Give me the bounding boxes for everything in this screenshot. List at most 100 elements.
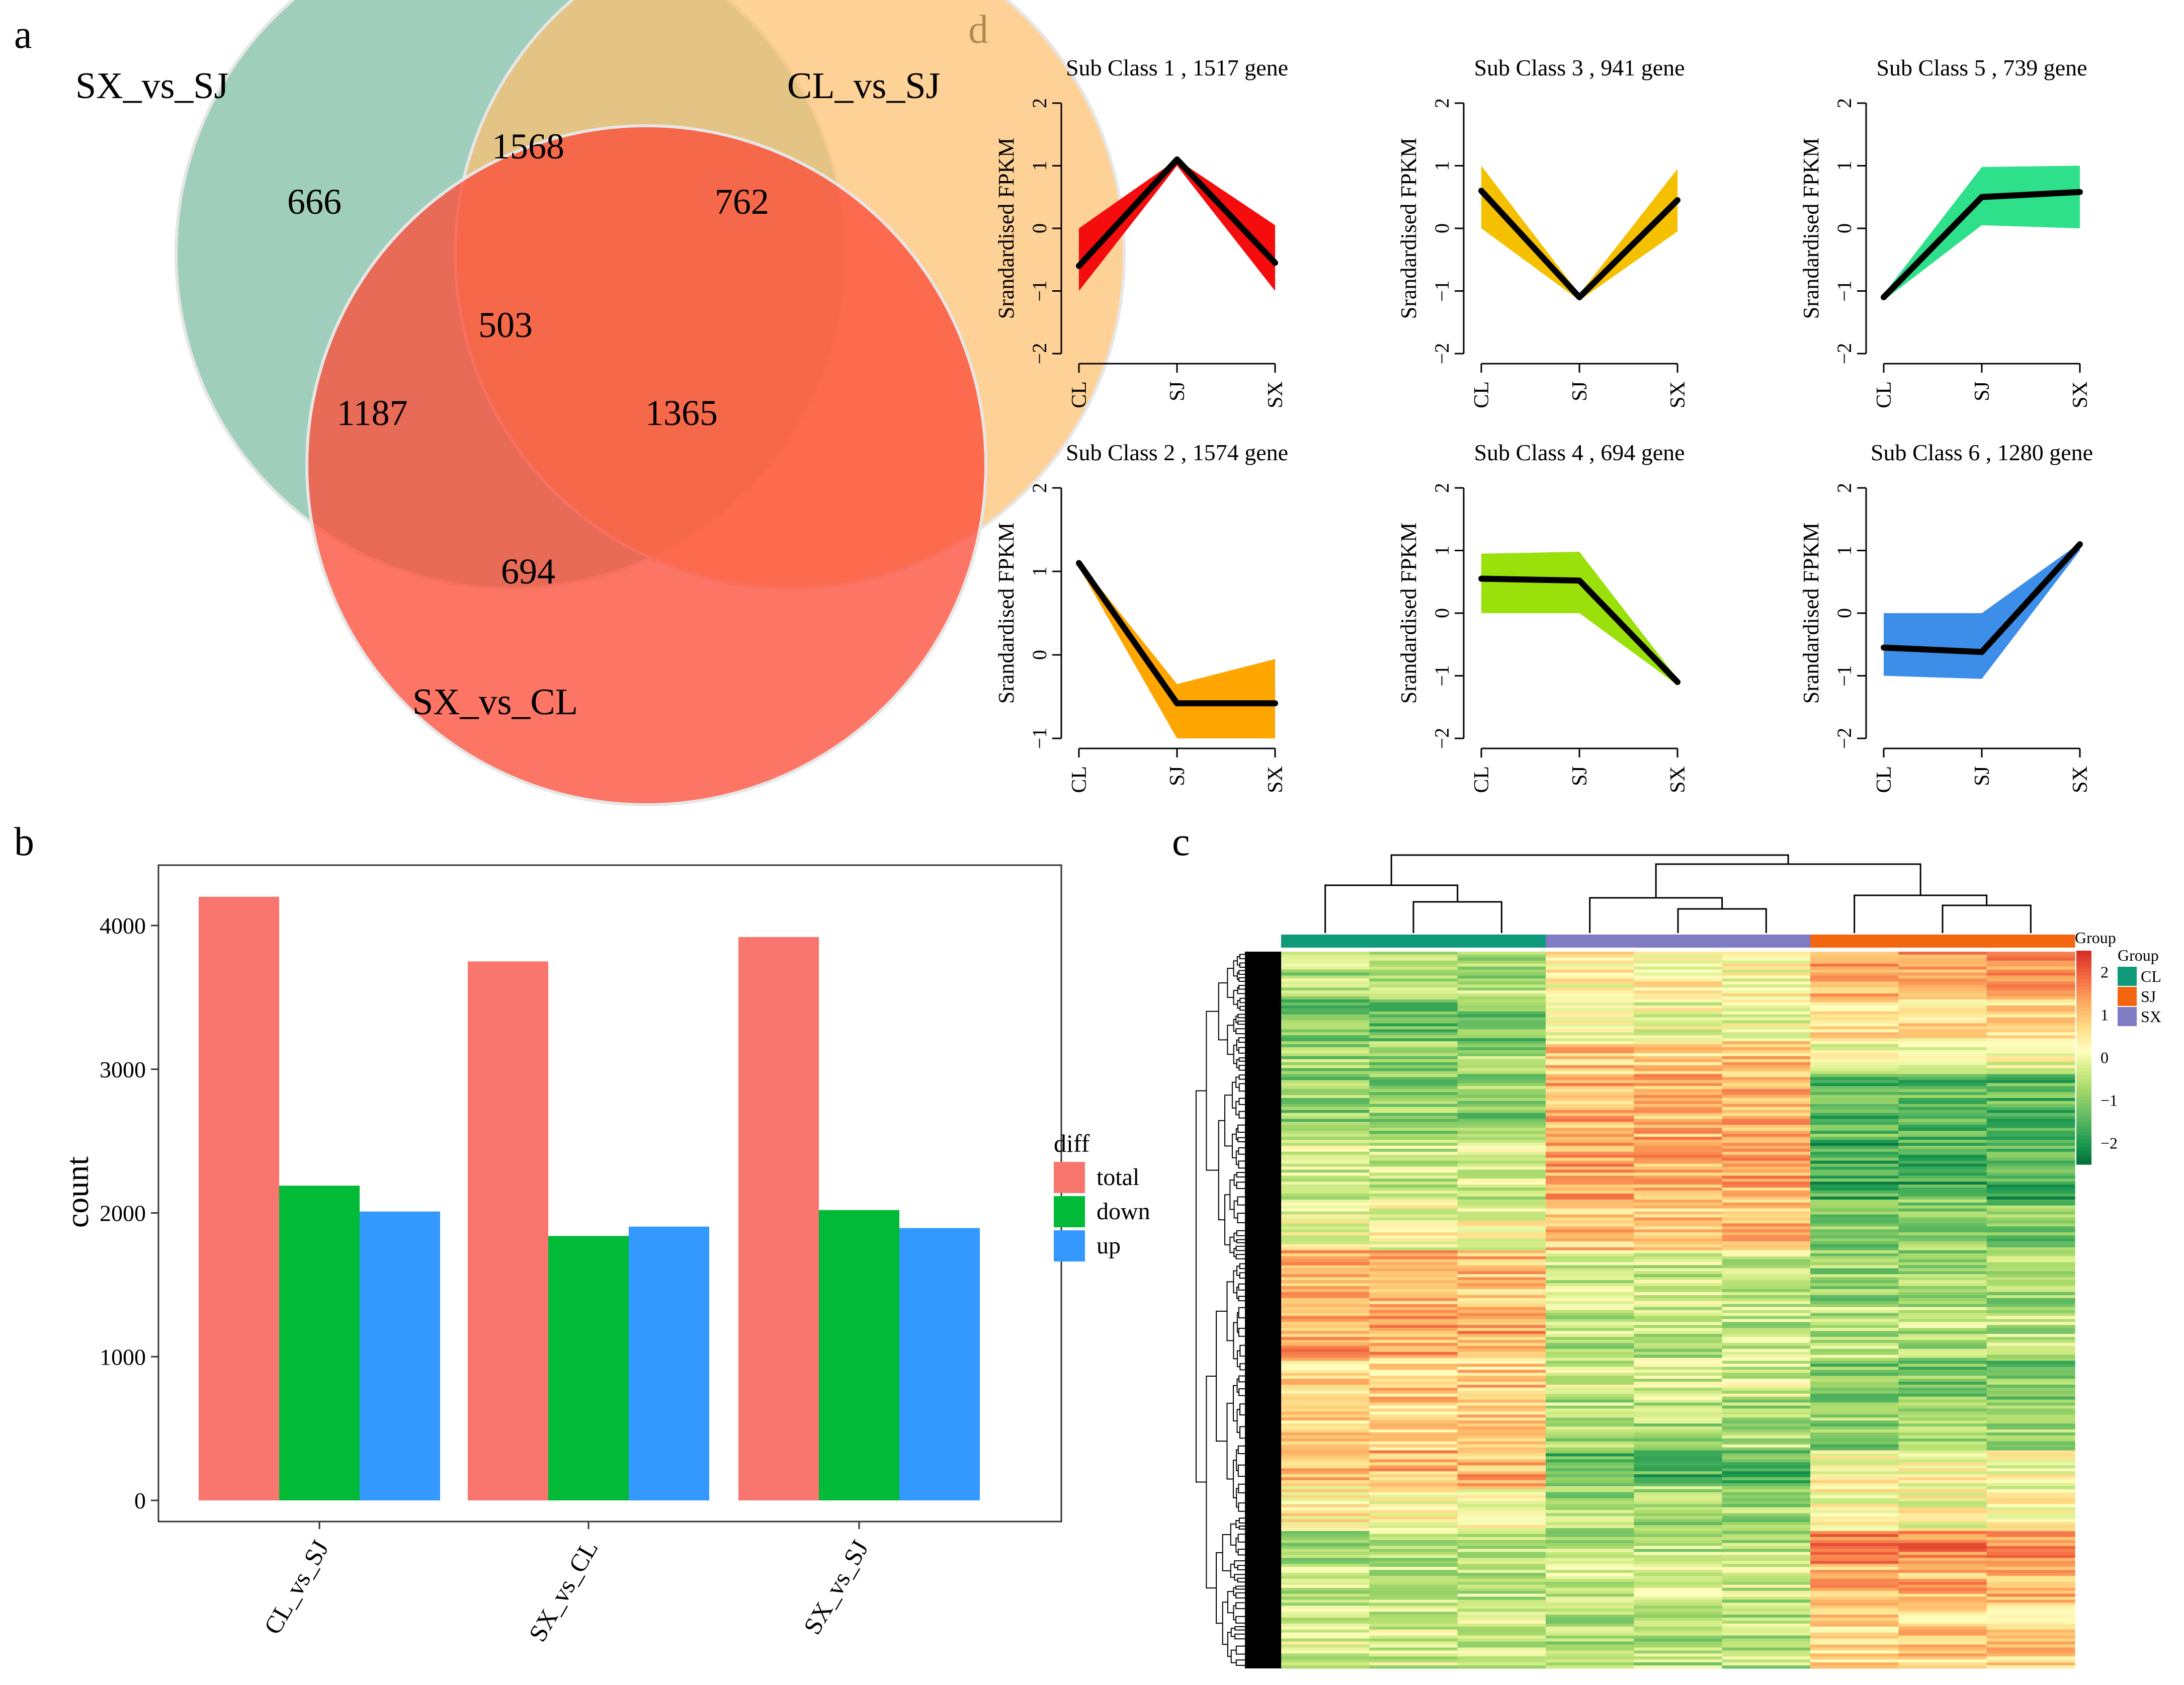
heatmap-cell [1457, 1596, 1546, 1600]
heatmap-cell [1722, 1334, 1811, 1337]
heatmap-cell [1281, 1110, 1370, 1114]
heatmap-cell [1986, 1546, 2075, 1550]
heatmap-cell [1898, 981, 1987, 985]
heatmap-cell [1546, 1393, 1634, 1397]
heatmap-cell [1457, 1083, 1546, 1086]
color-scale-step [2076, 1160, 2091, 1165]
heatmap-cell [1810, 1316, 1899, 1319]
heatmap-cell [1810, 1116, 1899, 1120]
heatmap-cell [1986, 1193, 2075, 1197]
heatmap-cell [1722, 1053, 1811, 1057]
heatmap-cell [1898, 1414, 1987, 1418]
heatmap-cell [1546, 1432, 1634, 1436]
heatmap-cell [1898, 1175, 1987, 1179]
heatmap-cell [1722, 1151, 1811, 1155]
color-scale-step [2076, 1032, 2091, 1037]
heatmap-cell [1634, 1364, 1723, 1367]
heatmap-cell [1369, 1408, 1458, 1412]
heatmap-cell [1810, 1441, 1899, 1445]
heatmap-cell [1986, 1023, 2075, 1027]
heatmap-cell [1546, 1438, 1634, 1442]
heatmap-cell [1546, 1229, 1634, 1233]
heatmap-cell [1810, 1038, 1899, 1042]
heatmap-cell [1546, 1083, 1634, 1086]
line-subplot-y-tick-label: −1 [1431, 280, 1453, 302]
heatmap-cell [1457, 1250, 1546, 1254]
heatmap-cell [1281, 1411, 1370, 1415]
heatmap-cell [1457, 1647, 1546, 1651]
heatmap-cell [1369, 1050, 1458, 1054]
heatmap-cell [1898, 1510, 1987, 1513]
heatmap-cell [1634, 1295, 1723, 1299]
heatmap-cell [1457, 1244, 1546, 1248]
heatmap-cell [1369, 978, 1458, 982]
heatmap-cell [1281, 966, 1370, 970]
heatmap-cell [1898, 1319, 1987, 1322]
heatmap-cell [1369, 1172, 1458, 1176]
heatmap-cell [1281, 1531, 1370, 1535]
heatmap-cell [1810, 963, 1899, 967]
heatmap-cell [1898, 1107, 1987, 1111]
heatmap-cell [1898, 1432, 1987, 1436]
heatmap-cell [1546, 1319, 1634, 1322]
bar-legend-label-down: down [1097, 1198, 1150, 1225]
heatmap-cell [1810, 1220, 1899, 1224]
color-scale-tick-label: −2 [2101, 1134, 2118, 1152]
heatmap-cell [1546, 1336, 1634, 1340]
heatmap-cell [1986, 1441, 2075, 1445]
heatmap-cell [1281, 1349, 1370, 1353]
venn-label-sx-vs-cl: SX_vs_CL [412, 682, 578, 723]
color-scale-step [2076, 1054, 2091, 1058]
heatmap-cell [1634, 1504, 1723, 1507]
heatmap-cell [1457, 1145, 1546, 1149]
venn-diagram: SX_vs_SJ CL_vs_SJ SX_vs_CL 666 762 694 1… [75, 0, 1126, 806]
heatmap-cell [1457, 1650, 1546, 1654]
heatmap-cell [1722, 1623, 1811, 1627]
heatmap-cell [1898, 1032, 1987, 1036]
heatmap-cell [1546, 1283, 1634, 1287]
heatmap-cell [1722, 1564, 1811, 1567]
heatmap-cell [1898, 1447, 1987, 1451]
heatmap-cell [1546, 1561, 1634, 1564]
heatmap-cell [1810, 1226, 1899, 1230]
heatmap-cell [1634, 1157, 1723, 1161]
heatmap-cell [1457, 1653, 1546, 1657]
heatmap-cell [1369, 966, 1458, 970]
heatmap-cell [1634, 1438, 1723, 1442]
heatmap-cell [1986, 1083, 2075, 1086]
heatmap-cell [1898, 1083, 1987, 1086]
heatmap-cell [1634, 1355, 1723, 1359]
heatmap-cell [1898, 1331, 1987, 1334]
heatmap-cell [1634, 1163, 1723, 1167]
dendrogram-branch [1324, 884, 1459, 933]
heatmap-cell [1546, 987, 1634, 991]
heatmap-cell [1722, 1411, 1811, 1415]
heatmap-cell [1634, 1516, 1723, 1520]
heatmap-cell [1369, 1241, 1458, 1245]
heatmap-cell [1369, 1513, 1458, 1516]
heatmap-cell [1722, 1131, 1811, 1134]
heatmap-cell [1281, 990, 1370, 994]
heatmap-cell [1281, 1567, 1370, 1570]
heatmap-cell [1634, 1029, 1723, 1033]
heatmap-cell [1281, 975, 1370, 979]
heatmap-cell [1546, 1188, 1634, 1191]
heatmap-cell [1281, 1295, 1370, 1299]
heatmap-cell [1457, 1420, 1546, 1424]
heatmap-cell [1810, 1331, 1899, 1334]
heatmap-cell [1369, 1352, 1458, 1356]
heatmap-cell [1369, 1426, 1458, 1430]
dendrogram-branch [1236, 1230, 1240, 1236]
heatmap-cell [1281, 1193, 1370, 1197]
heatmap-cell [1457, 1095, 1546, 1099]
heatmap-cell [1722, 1438, 1811, 1442]
heatmap-cell [1986, 1390, 2075, 1394]
heatmap-cell [1457, 1635, 1546, 1639]
heatmap-cell [1986, 993, 2075, 997]
heatmap-cell [1369, 1262, 1458, 1266]
heatmap-cell [1722, 1304, 1811, 1308]
heatmap-cell [1986, 1208, 2075, 1212]
dendrogram-branch [1237, 1196, 1240, 1206]
color-scale-step [2076, 1015, 2091, 1019]
heatmap-cell [1810, 1641, 1899, 1645]
